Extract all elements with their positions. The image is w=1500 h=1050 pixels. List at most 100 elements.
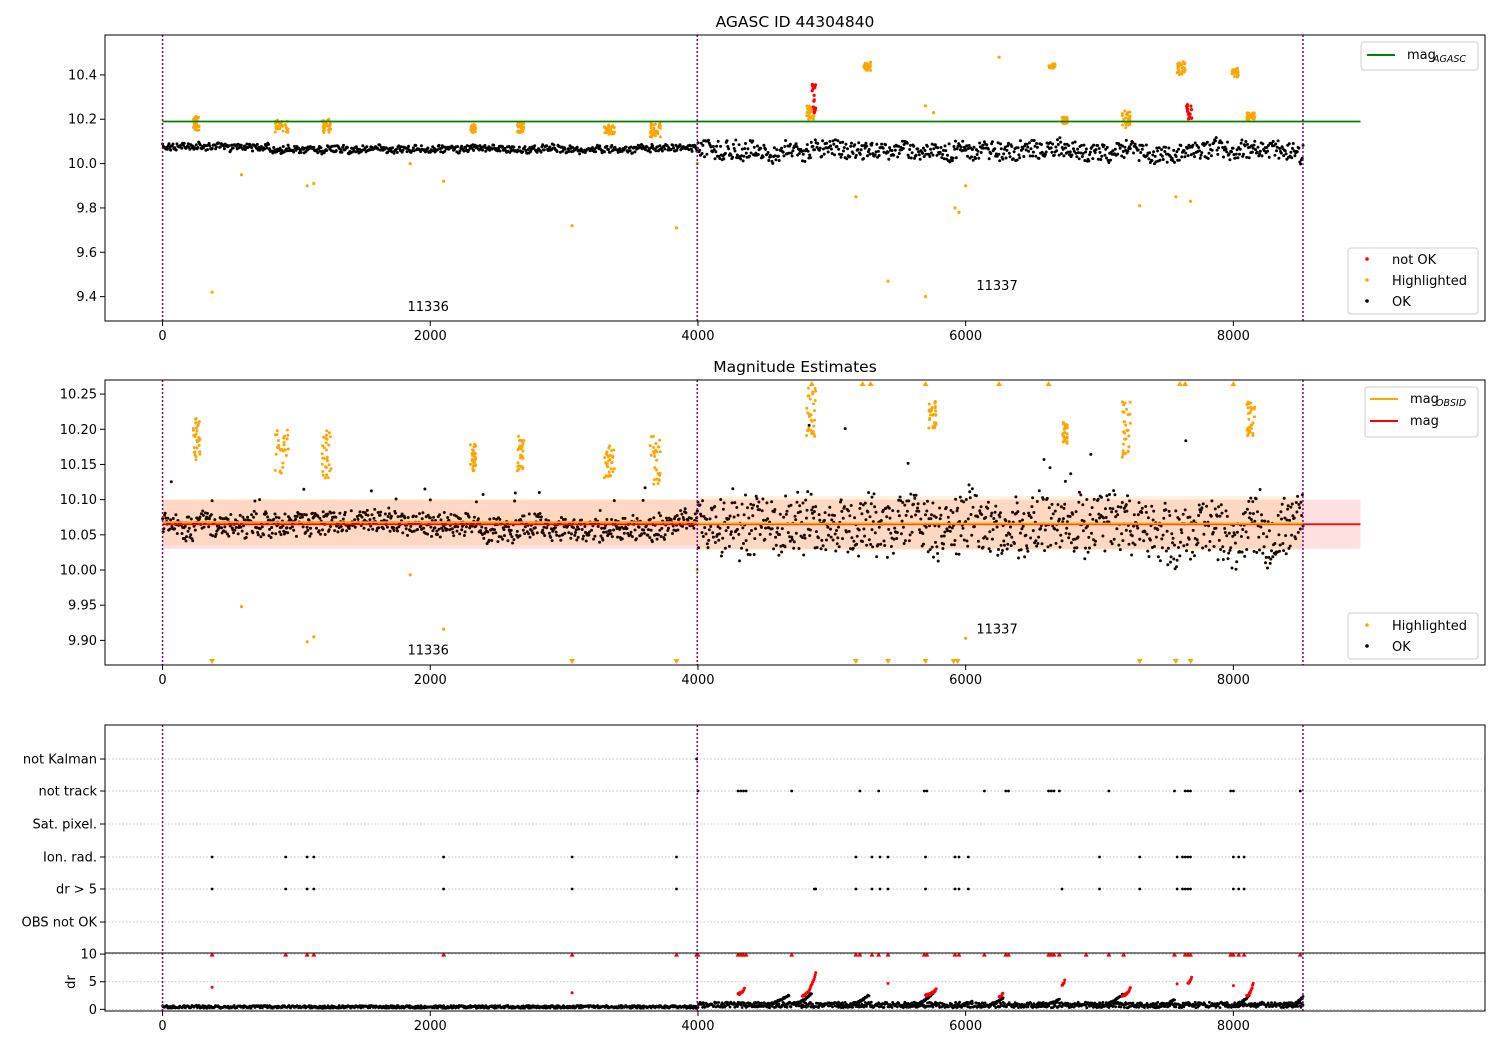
flag-point: [1138, 855, 1142, 859]
panel2-ok-point: [1053, 527, 1057, 531]
panel1-ok-point: [1167, 146, 1171, 150]
panel2-ok-point: [199, 512, 203, 516]
panel2-ok-point: [1200, 506, 1204, 510]
panel1-ok-point: [436, 148, 439, 152]
panel2-ok-point: [1268, 561, 1272, 565]
panel2-highlighted-point: [1122, 410, 1126, 414]
panel2-ok-point: [306, 528, 310, 532]
panel2-highlighted-point: [807, 415, 811, 419]
panel2-ok-point: [421, 511, 425, 515]
flag-point: [675, 855, 678, 859]
panel2-ok-point: [394, 497, 398, 501]
panel2-highlighted-point: [281, 465, 285, 469]
panel2-highlighted-point: [1251, 431, 1255, 435]
panel1-ok-point: [835, 145, 839, 148]
panel2-ok-point: [539, 515, 543, 519]
panel1-highlighted-point: [997, 55, 1001, 59]
panel2-ok-point: [1063, 502, 1067, 506]
panel2-ok-point: [333, 529, 337, 533]
panel2-ok-point: [462, 534, 466, 537]
panel2-ok-point: [250, 513, 254, 517]
panel2-ok-point: [227, 534, 231, 538]
panel1-ok-point: [805, 147, 808, 151]
panel2-ok-point: [472, 515, 476, 519]
panel2-ok-point: [1081, 503, 1085, 507]
panel2-ok-point: [555, 533, 559, 537]
panel1-ok-point: [490, 147, 494, 151]
panel1-ok-point: [1250, 150, 1254, 154]
panel1-ok-point: [986, 147, 990, 151]
panel2-ok-point: [744, 539, 748, 543]
panel2-ytick-label: 10.05: [60, 528, 97, 543]
panel1-ok-point: [966, 147, 970, 150]
panel2-highlighted-point: [284, 453, 288, 457]
panel1-highlighted-point: [1180, 70, 1184, 74]
panel2-ok-point: [253, 499, 257, 503]
panel1-ok-point: [264, 144, 268, 148]
panel1-ok-point: [1152, 150, 1156, 154]
panel1-ok-point: [1165, 160, 1169, 164]
panel2-ok-point: [848, 514, 852, 518]
panel1-ok-point: [558, 150, 562, 154]
panel2-ok-point: [1251, 500, 1255, 504]
panel1-ok-point: [1177, 147, 1180, 151]
panel2-ok-point: [1108, 493, 1111, 496]
panel1-ok-point: [813, 148, 816, 152]
panel2-ok-point: [849, 504, 853, 507]
panel2-ok-point: [363, 518, 367, 522]
panel2-ok-point: [929, 517, 933, 521]
panel2-ok-point: [1294, 501, 1298, 504]
panel2-highlighted-point: [325, 473, 329, 477]
panel1-highlighted-point: [869, 68, 872, 72]
panel1-ok-point: [707, 138, 710, 142]
panel2-ok-point: [1021, 524, 1025, 528]
panel1-ok-point: [772, 146, 776, 150]
panel1-ok-point: [890, 149, 894, 152]
panel1-ok-point: [483, 144, 487, 147]
panel2-ok-point: [990, 511, 994, 515]
panel1-ok-point: [912, 144, 916, 148]
panel2-highlighted-point: [611, 455, 615, 459]
panel1-ok-point: [1193, 155, 1196, 159]
panel1-ok-point: [654, 149, 658, 153]
panel2-ok-point: [1168, 514, 1172, 517]
panel2-highlighted-point: [286, 433, 290, 437]
panel1-ok-point: [1153, 154, 1157, 158]
panel2-ok-point: [1116, 513, 1120, 517]
panel2-ok-point: [554, 530, 558, 534]
panel1-ok-point: [1192, 152, 1196, 155]
panel1-ok-point: [539, 150, 543, 154]
panel2-ok-point: [1025, 544, 1029, 548]
panel2-ok-point: [1106, 498, 1110, 502]
panel2-ok-point: [308, 534, 312, 538]
panel1-ok-point: [838, 141, 842, 145]
panel2-ok-point: [470, 524, 474, 528]
panel2-ok-point: [882, 539, 886, 543]
panel2-offscale-top-marker: [1176, 381, 1183, 386]
panel2-ok-point: [453, 525, 457, 529]
panel1-ok-point: [501, 145, 504, 149]
panel2-ok-point: [936, 559, 940, 563]
panel2-ok-point: [1255, 551, 1259, 554]
panel2-highlighted-point: [658, 438, 662, 442]
panel1-ok-point: [1184, 151, 1188, 155]
panel2-ok-point: [580, 528, 584, 531]
panel1-ok-point: [733, 149, 737, 153]
panel2-ok-point: [305, 525, 309, 529]
panel2-highlighted-point: [812, 402, 815, 406]
flag-point: [1298, 789, 1302, 793]
panel2-highlighted-point: [1121, 442, 1125, 446]
panel2-ok-point: [835, 542, 839, 546]
panel1-ok-point: [908, 148, 912, 151]
panel2-ok-point: [1213, 507, 1217, 511]
panel2-ok-point: [1036, 542, 1040, 545]
panel2-ok-point: [539, 518, 543, 522]
panel1-ok-point: [1209, 154, 1213, 158]
panel2-ok-point: [826, 525, 830, 529]
panel2-ok-point: [1266, 566, 1269, 570]
panel1-ok-point: [1063, 142, 1067, 146]
panel1-ok-point: [339, 148, 343, 152]
panel2-ok-point: [1175, 565, 1178, 569]
panel2-ok-point: [801, 501, 805, 505]
panel1-ok-point: [1096, 157, 1100, 161]
